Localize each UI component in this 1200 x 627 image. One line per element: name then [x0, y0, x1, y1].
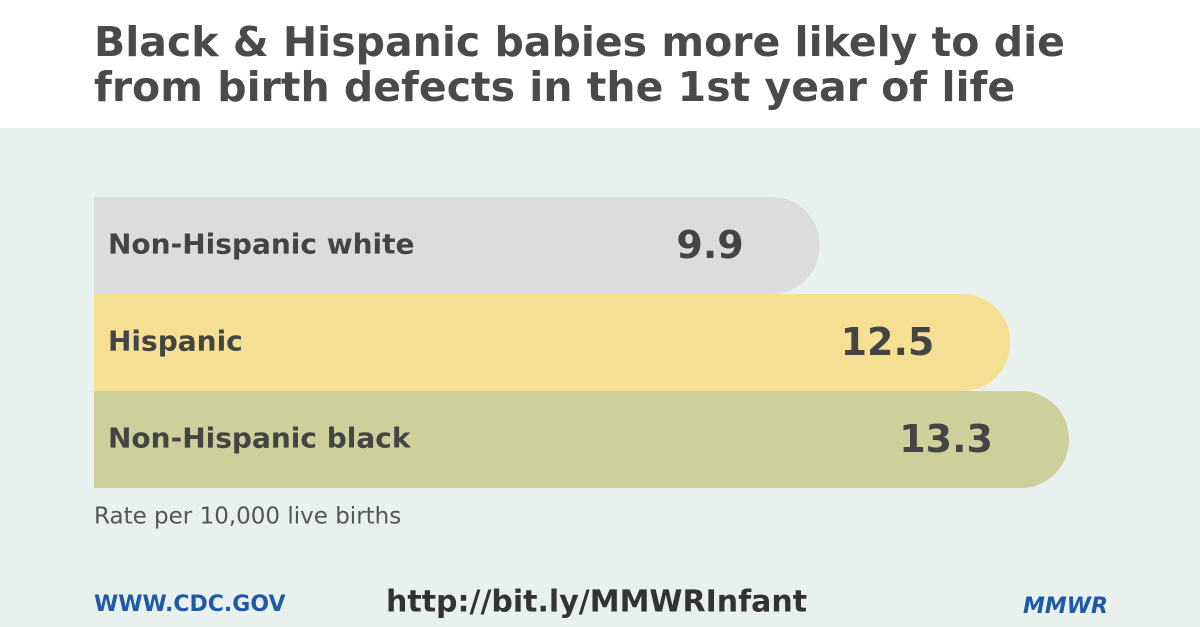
category-label: Non-Hispanic black	[108, 422, 412, 455]
note: Rate per 10,000 live births	[94, 504, 401, 530]
value-label: 12.5	[841, 320, 935, 364]
value-label: 9.9	[676, 223, 743, 267]
brand: MMWR	[1023, 594, 1108, 619]
site: WWW.CDC.GOV	[94, 592, 285, 617]
link[interactable]: http://bit.ly/MMWRInfant	[386, 585, 807, 620]
header: Black & Hispanic babies more likely to d…	[0, 0, 1200, 128]
bar	[94, 294, 1011, 391]
category-label: Hispanic	[108, 325, 243, 358]
bar	[94, 391, 1069, 488]
chart-title: Black & Hispanic babies more likely to d…	[94, 18, 1065, 111]
category-label: Non-Hispanic white	[108, 228, 415, 261]
bar	[94, 197, 820, 294]
value-label: 13.3	[899, 417, 993, 461]
